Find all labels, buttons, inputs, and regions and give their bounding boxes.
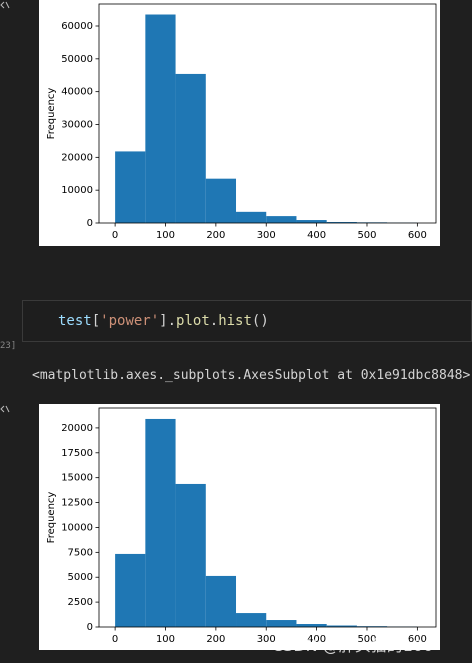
watermark: CSDN @胖头猫的100 [272,636,434,655]
y-tick-label: 7500 [68,547,93,558]
bar [145,418,176,627]
x-tick-label: 100 [156,230,175,241]
y-tick-label: 20000 [61,152,93,163]
axes-frame [98,407,437,628]
y-tick-label: 50000 [61,54,93,65]
code-token: test [58,313,92,329]
x-tick-label: 300 [257,230,276,241]
bar [296,624,327,627]
bar [115,553,146,627]
code-token: hist [218,313,252,329]
x-tick-label: 0 [112,230,118,241]
y-tick-label: 30000 [61,119,93,130]
cell-prompt: 23] [0,341,17,351]
y-tick-label: 12500 [61,498,93,509]
y-tick-label: 2500 [68,597,93,608]
x-tick-label: 0 [112,634,118,645]
y-tick-label: 0 [87,622,93,633]
x-tick-label: 400 [307,230,326,241]
cell-output: <matplotlib.axes._subplots.AxesSubplot a… [32,368,471,383]
x-tick-label: 600 [408,634,427,645]
y-tick-label: 17500 [61,448,93,459]
chart-panel: 0 100 200 300 400 500 600 0 10000 20000 30000 40000… [39,0,440,246]
x-tick-label: 500 [357,634,376,645]
bar [205,575,237,627]
code-token: plot [176,313,210,329]
x-tick-label: 400 [307,634,326,645]
icon [0,1,10,9]
y-tick-label: 10000 [61,522,93,533]
x-tick-label: 200 [206,230,225,241]
y-tick-label: 20000 [61,423,93,434]
x-tick-label: 600 [408,230,427,241]
axes-frame [98,3,437,224]
bar [326,222,357,223]
y-axis-label: Frequency [46,88,57,140]
code-token: ]. [159,313,177,329]
code-token: 'power' [100,313,160,329]
code-token: [ [91,313,101,329]
code: test['power'].plot.hist() [58,313,269,329]
icon [0,405,10,413]
bar [326,625,357,627]
y-tick-label: 10000 [61,185,93,196]
code-cell[interactable]: test['power'].plot.hist() [22,300,472,342]
code-token: . [209,313,219,329]
x-tick-label: 500 [357,230,376,241]
y-tick-label: 60000 [61,21,93,32]
bar [296,220,327,223]
y-tick-label: 40000 [61,87,93,98]
chart-panel: 0 100 200 300 400 500 600 0 2500 5000 7500 10000 125… [39,404,440,650]
bar [115,151,146,223]
bar [236,211,267,223]
code-token: () [251,313,269,329]
x-tick-label: 100 [156,634,175,645]
bar [145,14,176,224]
x-tick-label: 300 [257,634,276,645]
bar [266,216,297,223]
y-tick-label: 0 [87,218,93,229]
bar [175,73,206,223]
bar [236,613,267,627]
y-axis-label: Frequency [46,492,57,544]
bar [175,483,206,627]
bar [266,620,297,627]
y-tick-label: 15000 [61,473,93,484]
y-tick-label: 5000 [68,572,93,583]
bar [205,178,237,223]
x-tick-label: 200 [206,634,225,645]
cell-icons [0,1,10,413]
